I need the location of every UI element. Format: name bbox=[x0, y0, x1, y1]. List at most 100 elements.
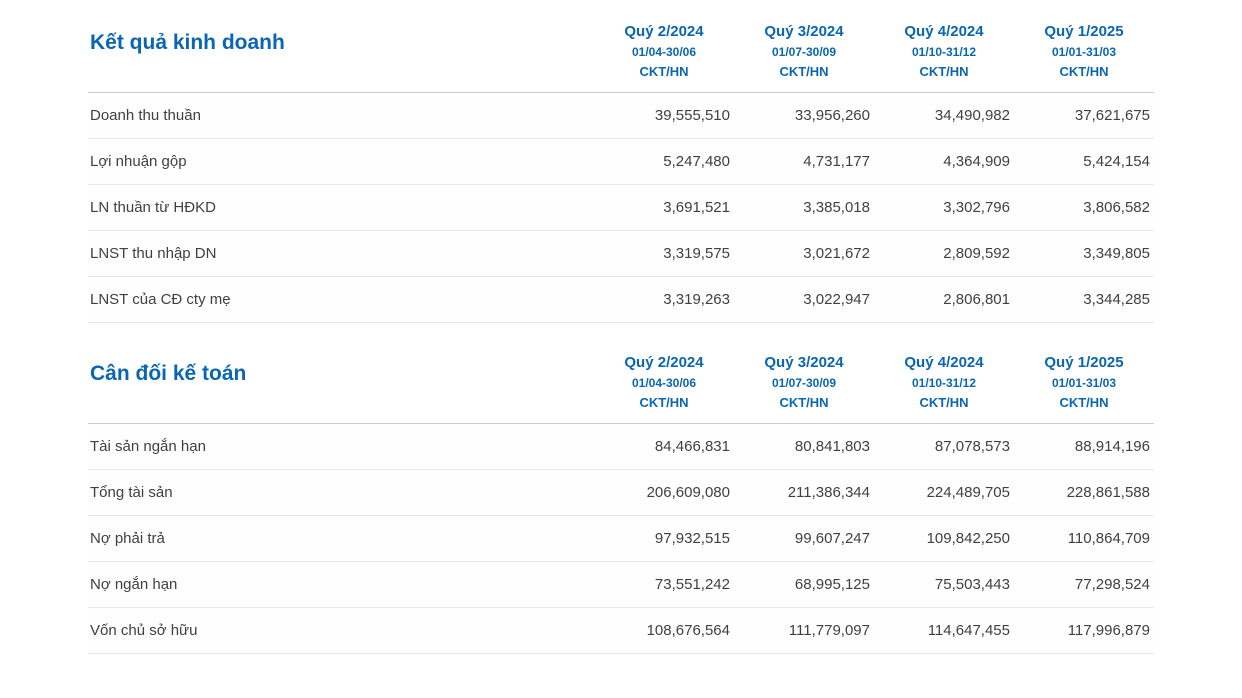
column-quarter-label: Quý 3/2024 bbox=[764, 23, 844, 40]
cell-value: 84,466,831 bbox=[594, 423, 734, 470]
table-row: LNST của CĐ cty mẹ 3,319,263 3,022,947 2… bbox=[88, 276, 1154, 323]
cell-value: 3,691,521 bbox=[594, 184, 734, 231]
table-row: Lợi nhuận gộp 5,247,480 4,731,177 4,364,… bbox=[88, 138, 1154, 185]
table-row: Nợ phải trả 97,932,515 99,607,247 109,84… bbox=[88, 515, 1154, 562]
column-period-label: 01/01-31/03 bbox=[1051, 45, 1117, 59]
column-period-label: 01/10-31/12 bbox=[911, 45, 977, 59]
column-report-type-label: CKT/HN bbox=[639, 64, 689, 79]
section-title-cell: Cân đối kế toán bbox=[88, 339, 594, 424]
cell-value: 211,386,344 bbox=[734, 469, 874, 516]
cell-value: 3,806,582 bbox=[1014, 184, 1154, 231]
row-label: LN thuần từ HĐKD bbox=[88, 184, 594, 231]
cell-value: 3,385,018 bbox=[734, 184, 874, 231]
column-quarter-label: Quý 3/2024 bbox=[764, 354, 844, 371]
section-title-income-statement: Kết quả kinh doanh bbox=[90, 31, 285, 54]
row-label: Nợ phải trả bbox=[88, 515, 594, 562]
row-label: Doanh thu thuần bbox=[88, 92, 594, 139]
cell-value: 3,319,575 bbox=[594, 230, 734, 277]
cell-value: 3,302,796 bbox=[874, 184, 1014, 231]
column-period-label: 01/07-30/09 bbox=[771, 376, 837, 390]
cell-value: 4,731,177 bbox=[734, 138, 874, 185]
cell-value: 80,841,803 bbox=[734, 423, 874, 470]
cell-value: 117,996,879 bbox=[1014, 607, 1154, 654]
column-quarter-label: Quý 2/2024 bbox=[624, 354, 704, 371]
column-period-label: 01/07-30/09 bbox=[771, 45, 837, 59]
table-row: LNST thu nhập DN 3,319,575 3,021,672 2,8… bbox=[88, 230, 1154, 277]
column-report-type-label: CKT/HN bbox=[1059, 64, 1109, 79]
cell-value: 3,344,285 bbox=[1014, 276, 1154, 323]
column-header-q4-2024: Quý 4/2024 01/10-31/12 CKT/HN bbox=[874, 8, 1014, 93]
row-label: Nợ ngắn hạn bbox=[88, 561, 594, 608]
column-header-q1-2025: Quý 1/2025 01/01-31/03 CKT/HN bbox=[1014, 8, 1154, 93]
row-label: LNST của CĐ cty mẹ bbox=[88, 276, 594, 323]
cell-value: 39,555,510 bbox=[594, 92, 734, 139]
cell-value: 99,607,247 bbox=[734, 515, 874, 562]
column-period-label: 01/01-31/03 bbox=[1051, 376, 1117, 390]
row-label: Tổng tài sản bbox=[88, 469, 594, 516]
cell-value: 3,349,805 bbox=[1014, 230, 1154, 277]
cell-value: 87,078,573 bbox=[874, 423, 1014, 470]
section-title-cell: Kết quả kinh doanh bbox=[88, 8, 594, 93]
column-quarter-label: Quý 1/2025 bbox=[1044, 354, 1124, 371]
cell-value: 77,298,524 bbox=[1014, 561, 1154, 608]
cell-value: 108,676,564 bbox=[594, 607, 734, 654]
column-header-q3-2024: Quý 3/2024 01/07-30/09 CKT/HN bbox=[734, 339, 874, 424]
column-report-type-label: CKT/HN bbox=[1059, 395, 1109, 410]
cell-value: 111,779,097 bbox=[734, 607, 874, 654]
cell-value: 68,995,125 bbox=[734, 561, 874, 608]
row-label: Lợi nhuận gộp bbox=[88, 138, 594, 185]
cell-value: 2,809,592 bbox=[874, 230, 1014, 277]
cell-value: 224,489,705 bbox=[874, 469, 1014, 516]
cell-value: 88,914,196 bbox=[1014, 423, 1154, 470]
table-row: LN thuần từ HĐKD 3,691,521 3,385,018 3,3… bbox=[88, 184, 1154, 231]
column-quarter-label: Quý 1/2025 bbox=[1044, 23, 1124, 40]
table-row: Doanh thu thuần 39,555,510 33,956,260 34… bbox=[88, 92, 1154, 139]
cell-value: 37,621,675 bbox=[1014, 92, 1154, 139]
balance-sheet-table: Cân đối kế toán Quý 2/2024 01/04-30/06 C… bbox=[88, 339, 1154, 654]
section-title-balance-sheet: Cân đối kế toán bbox=[90, 362, 247, 385]
cell-value: 3,022,947 bbox=[734, 276, 874, 323]
table-row: Vốn chủ sở hữu 108,676,564 111,779,097 1… bbox=[88, 607, 1154, 654]
column-quarter-label: Quý 4/2024 bbox=[904, 354, 984, 371]
column-report-type-label: CKT/HN bbox=[639, 395, 689, 410]
table-row: Nợ ngắn hạn 73,551,242 68,995,125 75,503… bbox=[88, 561, 1154, 608]
cell-value: 5,247,480 bbox=[594, 138, 734, 185]
cell-value: 75,503,443 bbox=[874, 561, 1014, 608]
cell-value: 109,842,250 bbox=[874, 515, 1014, 562]
cell-value: 206,609,080 bbox=[594, 469, 734, 516]
cell-value: 228,861,588 bbox=[1014, 469, 1154, 516]
cell-value: 114,647,455 bbox=[874, 607, 1014, 654]
column-period-label: 01/04-30/06 bbox=[631, 45, 697, 59]
cell-value: 97,932,515 bbox=[594, 515, 734, 562]
column-period-label: 01/04-30/06 bbox=[631, 376, 697, 390]
cell-value: 34,490,982 bbox=[874, 92, 1014, 139]
table-header-row: Cân đối kế toán Quý 2/2024 01/04-30/06 C… bbox=[88, 339, 1154, 424]
column-header-q3-2024: Quý 3/2024 01/07-30/09 CKT/HN bbox=[734, 8, 874, 93]
column-quarter-label: Quý 4/2024 bbox=[904, 23, 984, 40]
table-row: Tổng tài sản 206,609,080 211,386,344 224… bbox=[88, 469, 1154, 516]
cell-value: 5,424,154 bbox=[1014, 138, 1154, 185]
column-period-label: 01/10-31/12 bbox=[911, 376, 977, 390]
table-header-row: Kết quả kinh doanh Quý 2/2024 01/04-30/0… bbox=[88, 8, 1154, 93]
row-label: LNST thu nhập DN bbox=[88, 230, 594, 277]
column-header-q2-2024: Quý 2/2024 01/04-30/06 CKT/HN bbox=[594, 8, 734, 93]
row-label: Vốn chủ sở hữu bbox=[88, 607, 594, 654]
column-report-type-label: CKT/HN bbox=[779, 64, 829, 79]
column-report-type-label: CKT/HN bbox=[919, 64, 969, 79]
cell-value: 2,806,801 bbox=[874, 276, 1014, 323]
column-header-q2-2024: Quý 2/2024 01/04-30/06 CKT/HN bbox=[594, 339, 734, 424]
column-quarter-label: Quý 2/2024 bbox=[624, 23, 704, 40]
table-row: Tài sản ngắn hạn 84,466,831 80,841,803 8… bbox=[88, 423, 1154, 470]
financial-report-page: Kết quả kinh doanh Quý 2/2024 01/04-30/0… bbox=[88, 8, 1154, 654]
cell-value: 4,364,909 bbox=[874, 138, 1014, 185]
column-report-type-label: CKT/HN bbox=[779, 395, 829, 410]
cell-value: 110,864,709 bbox=[1014, 515, 1154, 562]
cell-value: 33,956,260 bbox=[734, 92, 874, 139]
column-header-q1-2025: Quý 1/2025 01/01-31/03 CKT/HN bbox=[1014, 339, 1154, 424]
cell-value: 3,021,672 bbox=[734, 230, 874, 277]
income-statement-table: Kết quả kinh doanh Quý 2/2024 01/04-30/0… bbox=[88, 8, 1154, 323]
column-header-q4-2024: Quý 4/2024 01/10-31/12 CKT/HN bbox=[874, 339, 1014, 424]
cell-value: 73,551,242 bbox=[594, 561, 734, 608]
column-report-type-label: CKT/HN bbox=[919, 395, 969, 410]
cell-value: 3,319,263 bbox=[594, 276, 734, 323]
